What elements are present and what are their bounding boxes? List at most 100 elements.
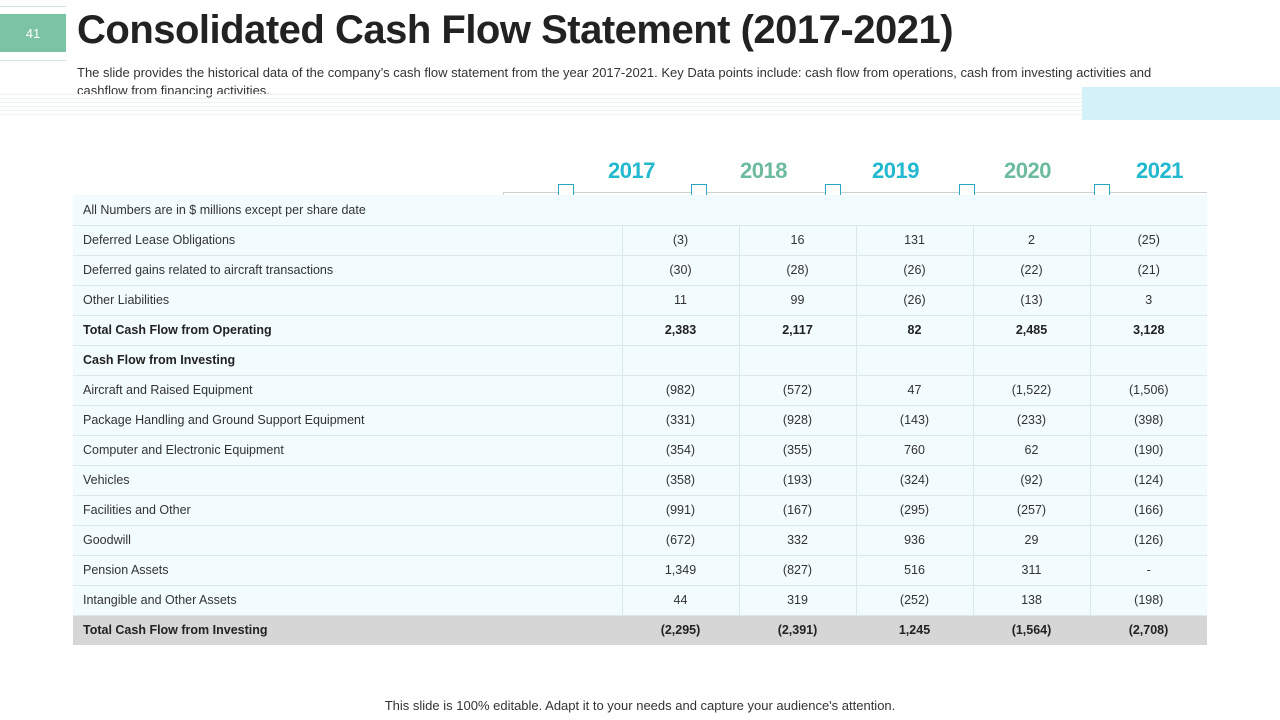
cell-value: 2: [972, 225, 1090, 256]
page-number: 41: [25, 25, 41, 41]
cell-value: 2,117: [738, 315, 856, 346]
cell-value: (143): [855, 405, 973, 436]
table-note-row: All Numbers are in $ millions except per…: [73, 195, 1207, 226]
cell-value: (354): [621, 435, 739, 466]
cell-value: (92): [972, 465, 1090, 496]
timeline-line: [503, 192, 1207, 193]
cell-value: (13): [972, 285, 1090, 316]
row-label: Deferred Lease Obligations: [73, 225, 622, 256]
row-label: Other Liabilities: [73, 285, 622, 316]
slide-title: Consolidated Cash Flow Statement (2017-2…: [77, 8, 954, 52]
cell-value: (22): [972, 255, 1090, 286]
cell-value: 319: [738, 585, 856, 616]
cell-value: (25): [1089, 225, 1207, 256]
cell-value: 1,349: [621, 555, 739, 586]
table-row: Other Liabilities 11 99 (26) (13) 3: [73, 285, 1207, 316]
cell-value: 516: [855, 555, 973, 586]
cell-value: 332: [738, 525, 856, 556]
year-header-2021: 2021: [1136, 158, 1183, 183]
row-label: Total Cash Flow from Operating: [73, 315, 622, 346]
row-label: Pension Assets: [73, 555, 622, 586]
cell-value: (252): [855, 585, 973, 616]
cell-value: [621, 345, 739, 376]
year-header-2017: 2017: [608, 158, 655, 183]
cell-value: 138: [972, 585, 1090, 616]
cell-value: (30): [621, 255, 739, 286]
decorative-line: [0, 6, 66, 7]
cell-value: [738, 345, 856, 376]
row-label: Aircraft and Raised Equipment: [73, 375, 622, 406]
cell-value: 311: [972, 555, 1090, 586]
cell-value: 29: [972, 525, 1090, 556]
cell-value: (324): [855, 465, 973, 496]
table-row: Deferred gains related to aircraft trans…: [73, 255, 1207, 286]
row-label: Cash Flow from Investing: [73, 345, 622, 376]
cell-value: 62: [972, 435, 1090, 466]
cell-value: 2,485: [972, 315, 1090, 346]
cell-value: 82: [855, 315, 973, 346]
cell-value: (358): [621, 465, 739, 496]
table-row-total-operating: Total Cash Flow from Operating 2,383 2,1…: [73, 315, 1207, 346]
year-header-2019: 2019: [872, 158, 919, 183]
cell-value: (2,295): [622, 615, 739, 645]
cell-value: (257): [972, 495, 1090, 526]
cell-value: (198): [1089, 585, 1207, 616]
cell-value: 131: [855, 225, 973, 256]
table-row: Facilities and Other (991) (167) (295) (…: [73, 495, 1207, 526]
row-label: Vehicles: [73, 465, 622, 496]
cell-value: 1,245: [856, 615, 973, 645]
cell-value: (982): [621, 375, 739, 406]
cell-value: (167): [738, 495, 856, 526]
cell-value: (2,708): [1090, 615, 1207, 645]
cell-value: (1,522): [972, 375, 1090, 406]
table-row-total-investing: Total Cash Flow from Investing (2,295) (…: [73, 615, 1207, 645]
cell-value: 16: [738, 225, 856, 256]
year-header-2018: 2018: [740, 158, 787, 183]
cell-value: 936: [855, 525, 973, 556]
cell-value: (672): [621, 525, 739, 556]
cell-value: 99: [738, 285, 856, 316]
cell-value: (124): [1089, 465, 1207, 496]
table-row: Deferred Lease Obligations (3) 16 131 2 …: [73, 225, 1207, 256]
cell-value: -: [1089, 555, 1207, 586]
cell-value: (1,506): [1089, 375, 1207, 406]
cell-value: (190): [1089, 435, 1207, 466]
cell-value: (991): [621, 495, 739, 526]
page-number-badge: 41: [0, 14, 66, 52]
cell-value: (233): [972, 405, 1090, 436]
cell-value: (26): [855, 285, 973, 316]
cash-flow-table: All Numbers are in $ millions except per…: [73, 195, 1207, 645]
row-label: Intangible and Other Assets: [73, 585, 622, 616]
cell-value: (166): [1089, 495, 1207, 526]
table-row: Package Handling and Ground Support Equi…: [73, 405, 1207, 436]
cell-value: 760: [855, 435, 973, 466]
cell-value: (928): [738, 405, 856, 436]
cell-value: (26): [855, 255, 973, 286]
row-label: Total Cash Flow from Investing: [73, 615, 622, 645]
decorative-hatch-band: [0, 94, 1280, 118]
cell-value: [855, 345, 973, 376]
table-section-header: Cash Flow from Investing: [73, 345, 1207, 376]
cell-value: 47: [855, 375, 973, 406]
cell-value: (1,564): [973, 615, 1090, 645]
table-row: Computer and Electronic Equipment (354) …: [73, 435, 1207, 466]
cell-value: (331): [621, 405, 739, 436]
cell-value: 11: [621, 285, 739, 316]
row-label: Deferred gains related to aircraft trans…: [73, 255, 622, 286]
table-row: Aircraft and Raised Equipment (982) (572…: [73, 375, 1207, 406]
cell-value: [972, 345, 1090, 376]
table-row: Pension Assets 1,349 (827) 516 311 -: [73, 555, 1207, 586]
cell-value: 44: [621, 585, 739, 616]
cell-value: (126): [1089, 525, 1207, 556]
table-row: Goodwill (672) 332 936 29 (126): [73, 525, 1207, 556]
decorative-cyan-box: [1082, 87, 1280, 120]
row-label: Goodwill: [73, 525, 622, 556]
table-row: Vehicles (358) (193) (324) (92) (124): [73, 465, 1207, 496]
row-label: Package Handling and Ground Support Equi…: [73, 405, 622, 436]
cell-value: (28): [738, 255, 856, 286]
cell-value: (3): [621, 225, 739, 256]
cell-value: (572): [738, 375, 856, 406]
units-note: All Numbers are in $ millions except per…: [73, 195, 1207, 226]
cell-value: 3,128: [1089, 315, 1207, 346]
cell-value: (193): [738, 465, 856, 496]
